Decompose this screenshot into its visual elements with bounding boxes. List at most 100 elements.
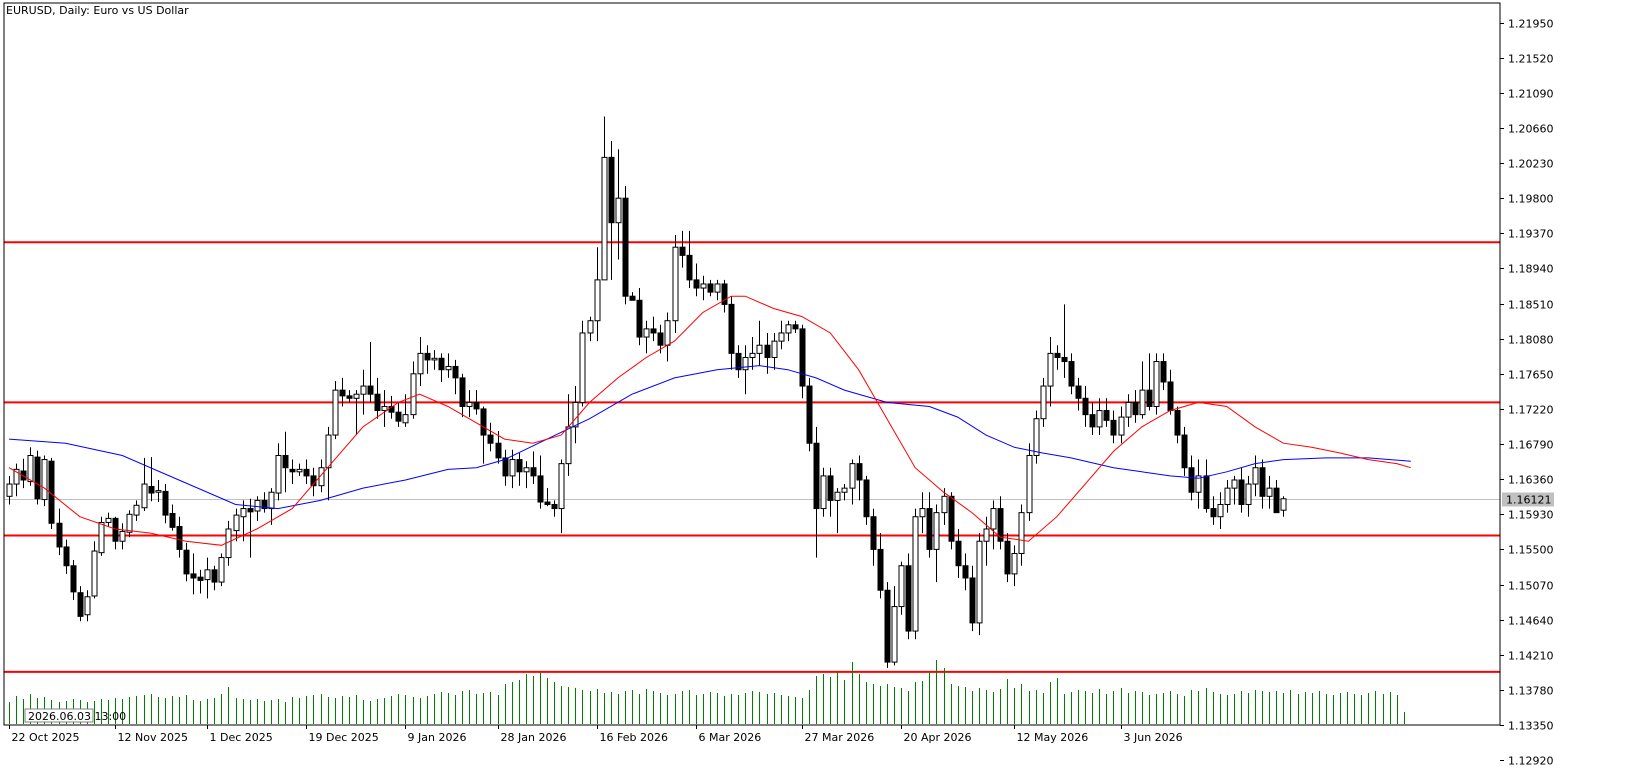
y-tick-label: 1.14640	[1508, 615, 1554, 628]
candle	[700, 275, 707, 301]
candle	[1068, 353, 1075, 395]
horizontal-levels[interactable]	[4, 241, 1500, 673]
candle-body-bull	[700, 283, 707, 289]
chart-title: EURUSD, Daily: Euro vs US Dollar	[6, 4, 189, 17]
candle	[332, 381, 339, 440]
candle-body-bear	[495, 442, 502, 459]
candle	[1224, 479, 1231, 513]
candle-body-bear	[452, 365, 459, 379]
candle	[636, 288, 643, 346]
candle-body-bull	[275, 454, 282, 494]
candle-body-bull	[509, 459, 516, 477]
y-tick-label: 1.19800	[1508, 193, 1554, 206]
candle	[742, 345, 749, 395]
candle	[56, 508, 63, 556]
candle	[785, 320, 792, 342]
candle-body-bear	[969, 577, 976, 624]
candle-body-bull	[714, 283, 721, 293]
candle-body-bull	[240, 508, 247, 518]
candle-body-bull	[98, 521, 105, 554]
candle	[806, 377, 813, 452]
y-tick-label: 1.15500	[1508, 544, 1554, 557]
candle-body-bear	[1210, 508, 1217, 518]
candle-body-bear	[1075, 385, 1082, 399]
candle	[643, 320, 650, 354]
y-tick-label: 1.21950	[1508, 18, 1554, 31]
candle-body-bear	[856, 463, 863, 481]
y-tick-label: 1.18080	[1508, 334, 1554, 347]
candle	[1089, 402, 1096, 436]
moving-averages	[8, 295, 1411, 546]
candle-body-bull	[1040, 385, 1047, 420]
ma-fast-line	[8, 295, 1411, 546]
candle-body-bear	[884, 589, 891, 663]
candle	[367, 341, 374, 403]
candle-body-bull	[615, 197, 622, 224]
candle	[912, 508, 919, 640]
candle	[502, 449, 509, 486]
candle	[155, 479, 162, 503]
candle-body-bear	[728, 303, 735, 354]
candle	[176, 516, 183, 558]
candle	[693, 263, 700, 297]
candle-body-bear	[679, 246, 686, 256]
candle	[537, 455, 544, 509]
candle	[863, 475, 870, 525]
candle	[296, 463, 303, 476]
candle	[771, 332, 778, 370]
candle-body-bull	[133, 504, 140, 516]
candle-body-bull	[756, 344, 763, 354]
candle	[381, 390, 388, 427]
candle	[834, 488, 841, 534]
candle-body-bull	[105, 517, 112, 523]
candle	[261, 492, 268, 513]
candle	[714, 279, 721, 301]
candle	[303, 459, 310, 485]
candle-body-bull	[771, 340, 778, 358]
candle-body-bear	[176, 526, 183, 550]
candle	[360, 369, 367, 415]
candles	[6, 116, 1287, 668]
candle-body-bull	[643, 328, 650, 338]
candle	[608, 141, 615, 280]
candle-body-bull	[785, 324, 792, 334]
candle	[445, 353, 452, 378]
candle-body-bear	[799, 328, 806, 387]
candle-body-bear	[735, 352, 742, 371]
candle-body-bull	[778, 332, 785, 342]
candle	[1082, 386, 1089, 427]
candle-body-bull	[1118, 416, 1125, 436]
candle-body-bear	[721, 283, 728, 305]
candle-body-bear	[148, 486, 155, 494]
candle	[948, 492, 955, 550]
candle	[572, 386, 579, 444]
candle-body-bull	[1195, 475, 1202, 493]
candle	[431, 350, 438, 370]
candle-body-bear	[34, 456, 41, 500]
candle-body-bear	[608, 156, 615, 224]
candle-body-bull	[141, 483, 148, 509]
price-axis[interactable]: 1.21950 1.21520 1.21090 1.20660 1.20230 1.198…	[1500, 18, 1554, 777]
candle	[254, 496, 261, 521]
candle	[268, 488, 275, 525]
current-price-tag-bg	[1502, 492, 1554, 507]
candle-body-bear	[863, 479, 870, 518]
candle	[126, 510, 133, 538]
candle-body-bear	[1259, 467, 1266, 497]
candle	[579, 320, 586, 407]
candle-body-bull	[933, 512, 940, 550]
candle-body-bull	[572, 401, 579, 428]
candle	[282, 431, 289, 493]
y-tick-label: 1.15070	[1508, 580, 1554, 593]
candle-body-bull	[1139, 389, 1146, 416]
candle	[905, 553, 912, 640]
candle-body-bear	[686, 254, 693, 281]
candle-body-bull	[841, 487, 848, 493]
candle-body-bull	[558, 463, 565, 510]
time-axis[interactable]: 22 Oct 2025 12 Nov 2025 1 Dec 2025 19 Dec 2…	[9, 725, 1183, 744]
candle-body-bear	[870, 516, 877, 550]
candle	[976, 533, 983, 636]
candle-body-bear	[948, 495, 955, 542]
